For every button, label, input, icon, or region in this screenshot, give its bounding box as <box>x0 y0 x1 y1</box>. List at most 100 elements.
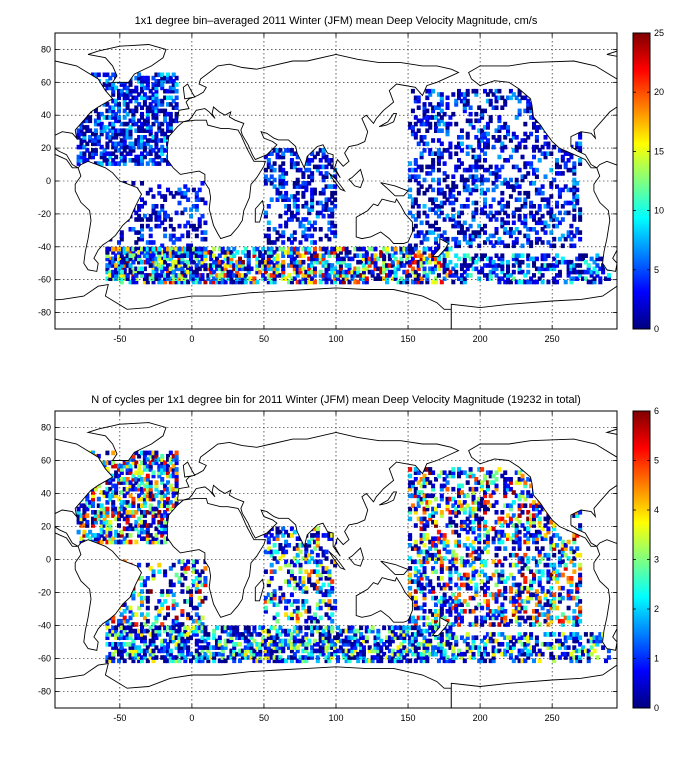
data-cell <box>91 516 96 522</box>
data-cell <box>166 125 171 130</box>
data-cell <box>540 190 545 196</box>
data-cell <box>382 259 387 265</box>
data-cell <box>422 256 427 262</box>
data-cell <box>111 503 116 509</box>
data-cell <box>122 115 127 120</box>
data-cell <box>105 450 110 456</box>
data-cell <box>434 220 439 226</box>
data-cell <box>526 240 531 245</box>
data-cell <box>555 279 560 285</box>
data-cell <box>174 453 179 459</box>
data-cell <box>108 486 113 492</box>
data-cell <box>448 569 453 575</box>
data-cell <box>140 105 145 110</box>
data-cell <box>275 190 280 196</box>
data-cell <box>91 493 96 499</box>
data-cell <box>93 161 98 166</box>
data-cell <box>419 589 424 594</box>
data-cell <box>145 111 150 117</box>
data-cell <box>408 243 413 249</box>
data-cell <box>304 184 309 189</box>
data-cell <box>151 263 156 268</box>
data-cell <box>154 250 159 255</box>
data-cell <box>439 609 444 614</box>
data-cell <box>166 463 171 469</box>
data-cell <box>575 200 580 206</box>
data-cell <box>140 612 145 617</box>
data-cell <box>529 582 534 588</box>
data-cell <box>324 279 329 285</box>
data-cell <box>457 483 462 489</box>
data-cell <box>483 546 488 551</box>
data-cell <box>477 503 482 509</box>
data-cell <box>532 256 537 262</box>
data-cell <box>569 263 574 268</box>
data-cell <box>119 618 124 624</box>
data-cell <box>148 213 153 219</box>
data-cell <box>281 533 286 538</box>
data-cell <box>157 612 162 617</box>
data-cell <box>151 105 156 110</box>
data-cell <box>177 273 182 278</box>
data-cell <box>517 496 522 502</box>
data-cell <box>491 615 496 621</box>
data-cell <box>151 460 156 466</box>
data-cell <box>301 579 306 584</box>
data-cell <box>189 269 194 275</box>
data-cell <box>431 536 436 542</box>
data-cell <box>497 519 502 525</box>
data-cell <box>289 276 294 281</box>
data-cell <box>209 273 214 278</box>
data-cell <box>557 190 562 196</box>
data-cell <box>166 213 171 219</box>
data-cell <box>413 243 418 249</box>
data-cell <box>468 223 473 229</box>
data-cell <box>569 259 574 265</box>
data-cell <box>508 536 513 542</box>
data-cell <box>474 92 479 97</box>
data-cell <box>344 253 349 258</box>
data-cell <box>494 164 499 170</box>
data-cell <box>105 253 110 258</box>
data-cell <box>91 503 96 509</box>
data-cell <box>148 187 153 193</box>
data-cell <box>408 510 413 515</box>
data-cell <box>543 230 548 235</box>
data-cell <box>485 125 490 130</box>
data-cell <box>457 223 462 229</box>
data-cell <box>454 582 459 588</box>
data-cell <box>462 562 467 568</box>
data-cell <box>413 98 418 104</box>
data-cell <box>494 615 499 621</box>
data-cell <box>434 543 439 548</box>
data-cell <box>217 273 222 278</box>
data-cell <box>163 503 168 509</box>
data-cell <box>117 506 122 512</box>
data-cell <box>137 204 142 209</box>
data-cell <box>122 256 127 262</box>
data-cell <box>459 503 464 509</box>
data-cell <box>186 612 191 617</box>
data-cell <box>468 486 473 492</box>
data-cell <box>511 213 516 219</box>
data-cell <box>200 236 205 242</box>
data-cell <box>137 135 142 140</box>
data-cell <box>485 273 490 278</box>
data-cell <box>154 276 159 281</box>
data-cell <box>500 220 505 226</box>
data-cell <box>500 523 505 528</box>
data-cell <box>180 276 185 281</box>
data-cell <box>310 269 315 275</box>
data-cell <box>151 273 156 278</box>
data-cell <box>506 533 511 538</box>
data-cell <box>177 279 182 285</box>
data-cell <box>419 256 424 262</box>
data-cell <box>477 269 482 275</box>
data-cell <box>448 576 453 581</box>
data-cell <box>356 279 361 285</box>
data-cell <box>111 161 116 166</box>
data-cell <box>310 533 315 538</box>
data-cell <box>194 190 199 196</box>
data-cell <box>203 566 208 571</box>
data-cell <box>154 533 159 538</box>
